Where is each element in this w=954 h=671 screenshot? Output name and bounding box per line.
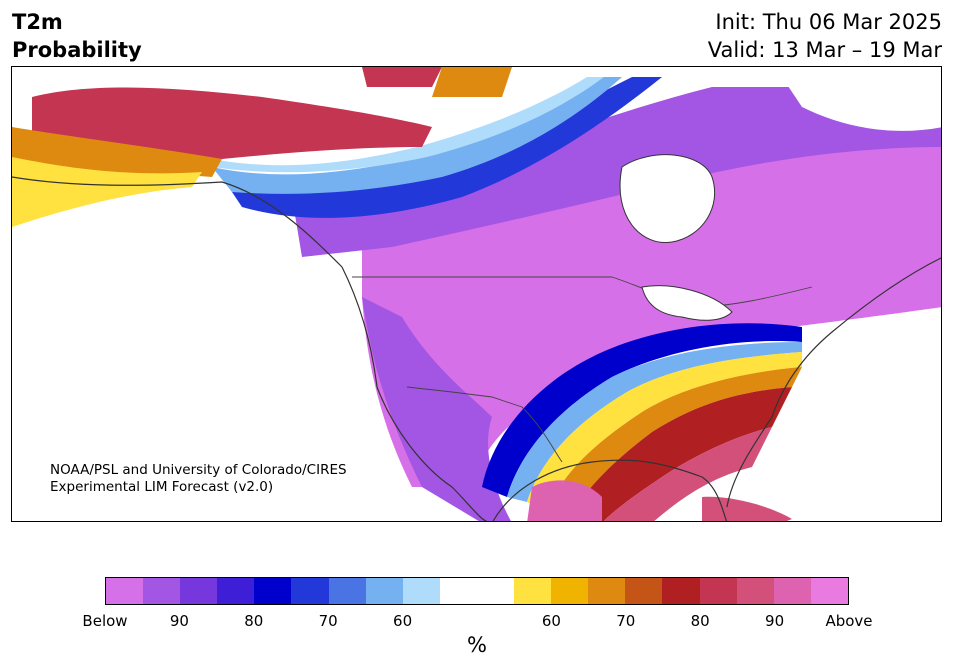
colorbar-tick-label: 90 [169, 612, 189, 630]
credit-line-1: NOAA/PSL and University of Colorado/CIRE… [50, 462, 347, 478]
init-date: Init: Thu 06 Mar 2025 [715, 10, 942, 34]
great-lakes [641, 285, 733, 321]
border-us-mexico [406, 386, 563, 463]
colorbar-segment [588, 578, 626, 604]
colorbar-tick-label: Above [825, 612, 873, 630]
colorbar-segment [773, 578, 811, 604]
colorbar-segment [662, 578, 700, 604]
above-region-south-yellow [527, 352, 802, 512]
colorbar-tick-label: 60 [393, 612, 413, 630]
colorbar-segment [365, 578, 403, 604]
above-region-cuba [702, 496, 792, 521]
colorbar-segment [810, 578, 848, 604]
above-region-arctic-orange [432, 67, 512, 97]
date-block: Init: Thu 06 Mar 2025 Valid: 13 Mar – 19… [708, 8, 942, 64]
colorbar-segment [625, 578, 663, 604]
light-blue-band-south [507, 342, 802, 502]
colorbar-tick-label: 70 [318, 612, 338, 630]
colorbar-tick-label: 80 [690, 612, 710, 630]
colorbar-tick-label: 80 [244, 612, 264, 630]
colorbar [105, 577, 849, 605]
colorbar-segment [254, 578, 292, 604]
valid-range: Valid: 13 Mar – 19 Mar [707, 38, 942, 62]
above-region-gulf-pink [527, 480, 602, 521]
colorbar-tick-label: 90 [765, 612, 785, 630]
colorbar-segment [291, 578, 329, 604]
colorbar-segment [106, 578, 144, 604]
blue-band-south [482, 323, 802, 497]
colorbar-tick-label: 70 [616, 612, 636, 630]
pale-blue-band-north [212, 77, 604, 173]
colorbar-segment [439, 578, 477, 604]
hudson-bay [619, 154, 716, 244]
above-region-alaska [32, 87, 432, 159]
above-region-south-rose [603, 427, 772, 521]
coastline-west [12, 176, 488, 521]
coastline-gulf [492, 459, 728, 521]
credit-line-2: Experimental LIM Forecast (v2.0) [50, 479, 274, 495]
colorbar-tick-label: Below [82, 612, 128, 630]
forecast-map: NOAA/PSL and University of Colorado/CIRE… [11, 66, 942, 522]
colorbar-segment [514, 578, 552, 604]
title-variable: T2m [12, 10, 63, 34]
above-region-south-red [568, 387, 792, 521]
colorbar-segment [143, 578, 181, 604]
title-probability: Probability [12, 38, 142, 62]
colorbar-segment [476, 578, 515, 604]
coastline-east [726, 257, 941, 508]
credit-text: NOAA/PSL and University of Colorado/CIRE… [50, 462, 347, 496]
title-block: T2m Probability [12, 8, 142, 64]
below-region-mid [292, 87, 941, 257]
above-region-alaska-yellow [12, 157, 202, 227]
probability-map-svg [12, 67, 941, 521]
colorbar-segment [217, 578, 255, 604]
colorbar-segment [736, 578, 774, 604]
colorbar-segment [699, 578, 737, 604]
colorbar-tick-label: 60 [541, 612, 561, 630]
above-region-arctic [362, 67, 442, 87]
light-blue-band-north [212, 77, 622, 194]
greenland-gap [782, 77, 941, 131]
below-region-west [362, 297, 511, 521]
colorbar-segment [180, 578, 218, 604]
colorbar-segment [328, 578, 366, 604]
colorbar-segment [551, 578, 589, 604]
colorbar-segment [402, 578, 440, 604]
colorbar-units: % [467, 633, 487, 657]
